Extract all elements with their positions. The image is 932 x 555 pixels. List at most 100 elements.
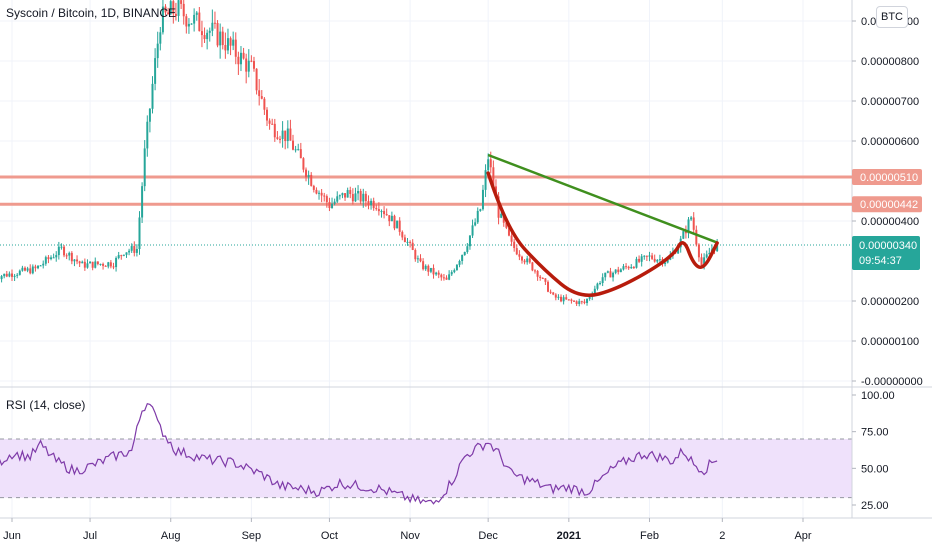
candle-body bbox=[250, 60, 253, 62]
candle-body bbox=[593, 288, 596, 295]
candle-body bbox=[16, 274, 19, 276]
rsi-tick-label: 25.00 bbox=[861, 500, 889, 512]
candle-body bbox=[367, 201, 370, 206]
candle-body bbox=[461, 254, 464, 262]
resistance-price-label: 0.00000510 bbox=[860, 172, 918, 184]
candle-body bbox=[219, 31, 222, 46]
candle-body bbox=[55, 255, 58, 258]
candle-body bbox=[268, 120, 271, 124]
candle-body bbox=[507, 227, 510, 236]
candle-body bbox=[656, 259, 659, 262]
candle-body bbox=[651, 255, 654, 259]
candle-body bbox=[302, 158, 305, 170]
candle-body bbox=[552, 292, 555, 295]
candle-body bbox=[424, 265, 427, 270]
candle-body bbox=[513, 241, 516, 249]
candle-body bbox=[599, 283, 602, 285]
cup-and-handle-drawing[interactable] bbox=[486, 171, 719, 297]
candle-body bbox=[265, 109, 268, 121]
candle-body bbox=[42, 263, 45, 266]
candle-body bbox=[255, 68, 258, 91]
candle-body bbox=[573, 300, 576, 302]
candle-body bbox=[580, 301, 583, 303]
candle-body bbox=[383, 211, 386, 215]
time-tick-label: Oct bbox=[321, 530, 338, 542]
trendline-drawing[interactable] bbox=[487, 153, 718, 244]
candle-body bbox=[252, 61, 255, 69]
time-tick-label: Apr bbox=[794, 530, 811, 542]
countdown-label: 09:54:37 bbox=[859, 255, 902, 267]
candle-body bbox=[612, 272, 615, 278]
candle-body bbox=[102, 263, 105, 266]
price-tick-label: 0.00000600 bbox=[861, 136, 919, 148]
candle-body bbox=[5, 273, 8, 277]
candle-body bbox=[476, 210, 479, 223]
candle-body bbox=[560, 296, 563, 302]
candle-body bbox=[536, 270, 539, 277]
candle-body bbox=[695, 229, 698, 245]
candle-body bbox=[349, 190, 352, 195]
candle-body bbox=[328, 202, 331, 209]
candle-body bbox=[648, 255, 651, 257]
time-tick-label: 2021 bbox=[557, 530, 581, 542]
candle-body bbox=[159, 32, 162, 44]
candle-body bbox=[622, 266, 625, 270]
resistance-price-label-bg bbox=[852, 196, 922, 213]
price-tick-label: 0.00000700 bbox=[861, 96, 919, 108]
candle-body bbox=[47, 257, 50, 260]
candle-body bbox=[523, 260, 526, 263]
candle-body bbox=[445, 277, 448, 280]
candle-body bbox=[450, 272, 453, 275]
time-tick-label: Jun bbox=[3, 530, 21, 542]
candle-body bbox=[224, 45, 227, 51]
candle-body bbox=[286, 128, 289, 142]
candle-body bbox=[148, 108, 151, 122]
current-price-label: 0.00000340 bbox=[859, 240, 917, 252]
candle-body bbox=[455, 264, 458, 271]
candle-body bbox=[458, 261, 461, 265]
candle-body bbox=[312, 185, 315, 190]
candle-body bbox=[619, 269, 622, 273]
candle-body bbox=[44, 257, 47, 264]
candle-body bbox=[21, 267, 24, 271]
candle-body bbox=[401, 231, 404, 238]
candle-body bbox=[323, 195, 326, 197]
resistance-price-label: 0.00000442 bbox=[860, 199, 918, 211]
candle-body bbox=[161, 6, 164, 33]
candle-body bbox=[614, 269, 617, 273]
candle-body bbox=[432, 267, 435, 275]
candle-body bbox=[11, 273, 13, 277]
candle-body bbox=[557, 296, 560, 298]
candle-body bbox=[333, 201, 336, 204]
candle-body bbox=[554, 294, 557, 298]
candle-body bbox=[99, 263, 102, 265]
candle-body bbox=[294, 149, 297, 151]
candle-body bbox=[442, 277, 445, 279]
candle-body bbox=[297, 149, 300, 151]
candle-body bbox=[497, 196, 500, 218]
candle-body bbox=[518, 254, 521, 257]
candle-body bbox=[520, 256, 523, 261]
candle-body bbox=[471, 225, 474, 236]
candle-body bbox=[526, 258, 529, 263]
candle-body bbox=[533, 270, 536, 272]
candle-body bbox=[370, 200, 373, 206]
candle-body bbox=[492, 167, 495, 187]
candle-body bbox=[635, 258, 638, 268]
candle-body bbox=[440, 274, 443, 278]
candle-body bbox=[380, 211, 383, 213]
candle-body bbox=[398, 220, 401, 232]
candle-body bbox=[565, 297, 568, 300]
candle-body bbox=[479, 209, 482, 211]
candle-body bbox=[271, 123, 274, 125]
candle-body bbox=[539, 276, 542, 279]
candle-body bbox=[229, 38, 232, 46]
candle-body bbox=[515, 248, 518, 255]
candle-body bbox=[416, 258, 419, 260]
currency-badge[interactable]: BTC bbox=[876, 6, 908, 28]
candle-body bbox=[422, 261, 425, 270]
candle-body bbox=[216, 22, 219, 46]
candle-body bbox=[156, 43, 159, 59]
candle-body bbox=[362, 193, 365, 202]
